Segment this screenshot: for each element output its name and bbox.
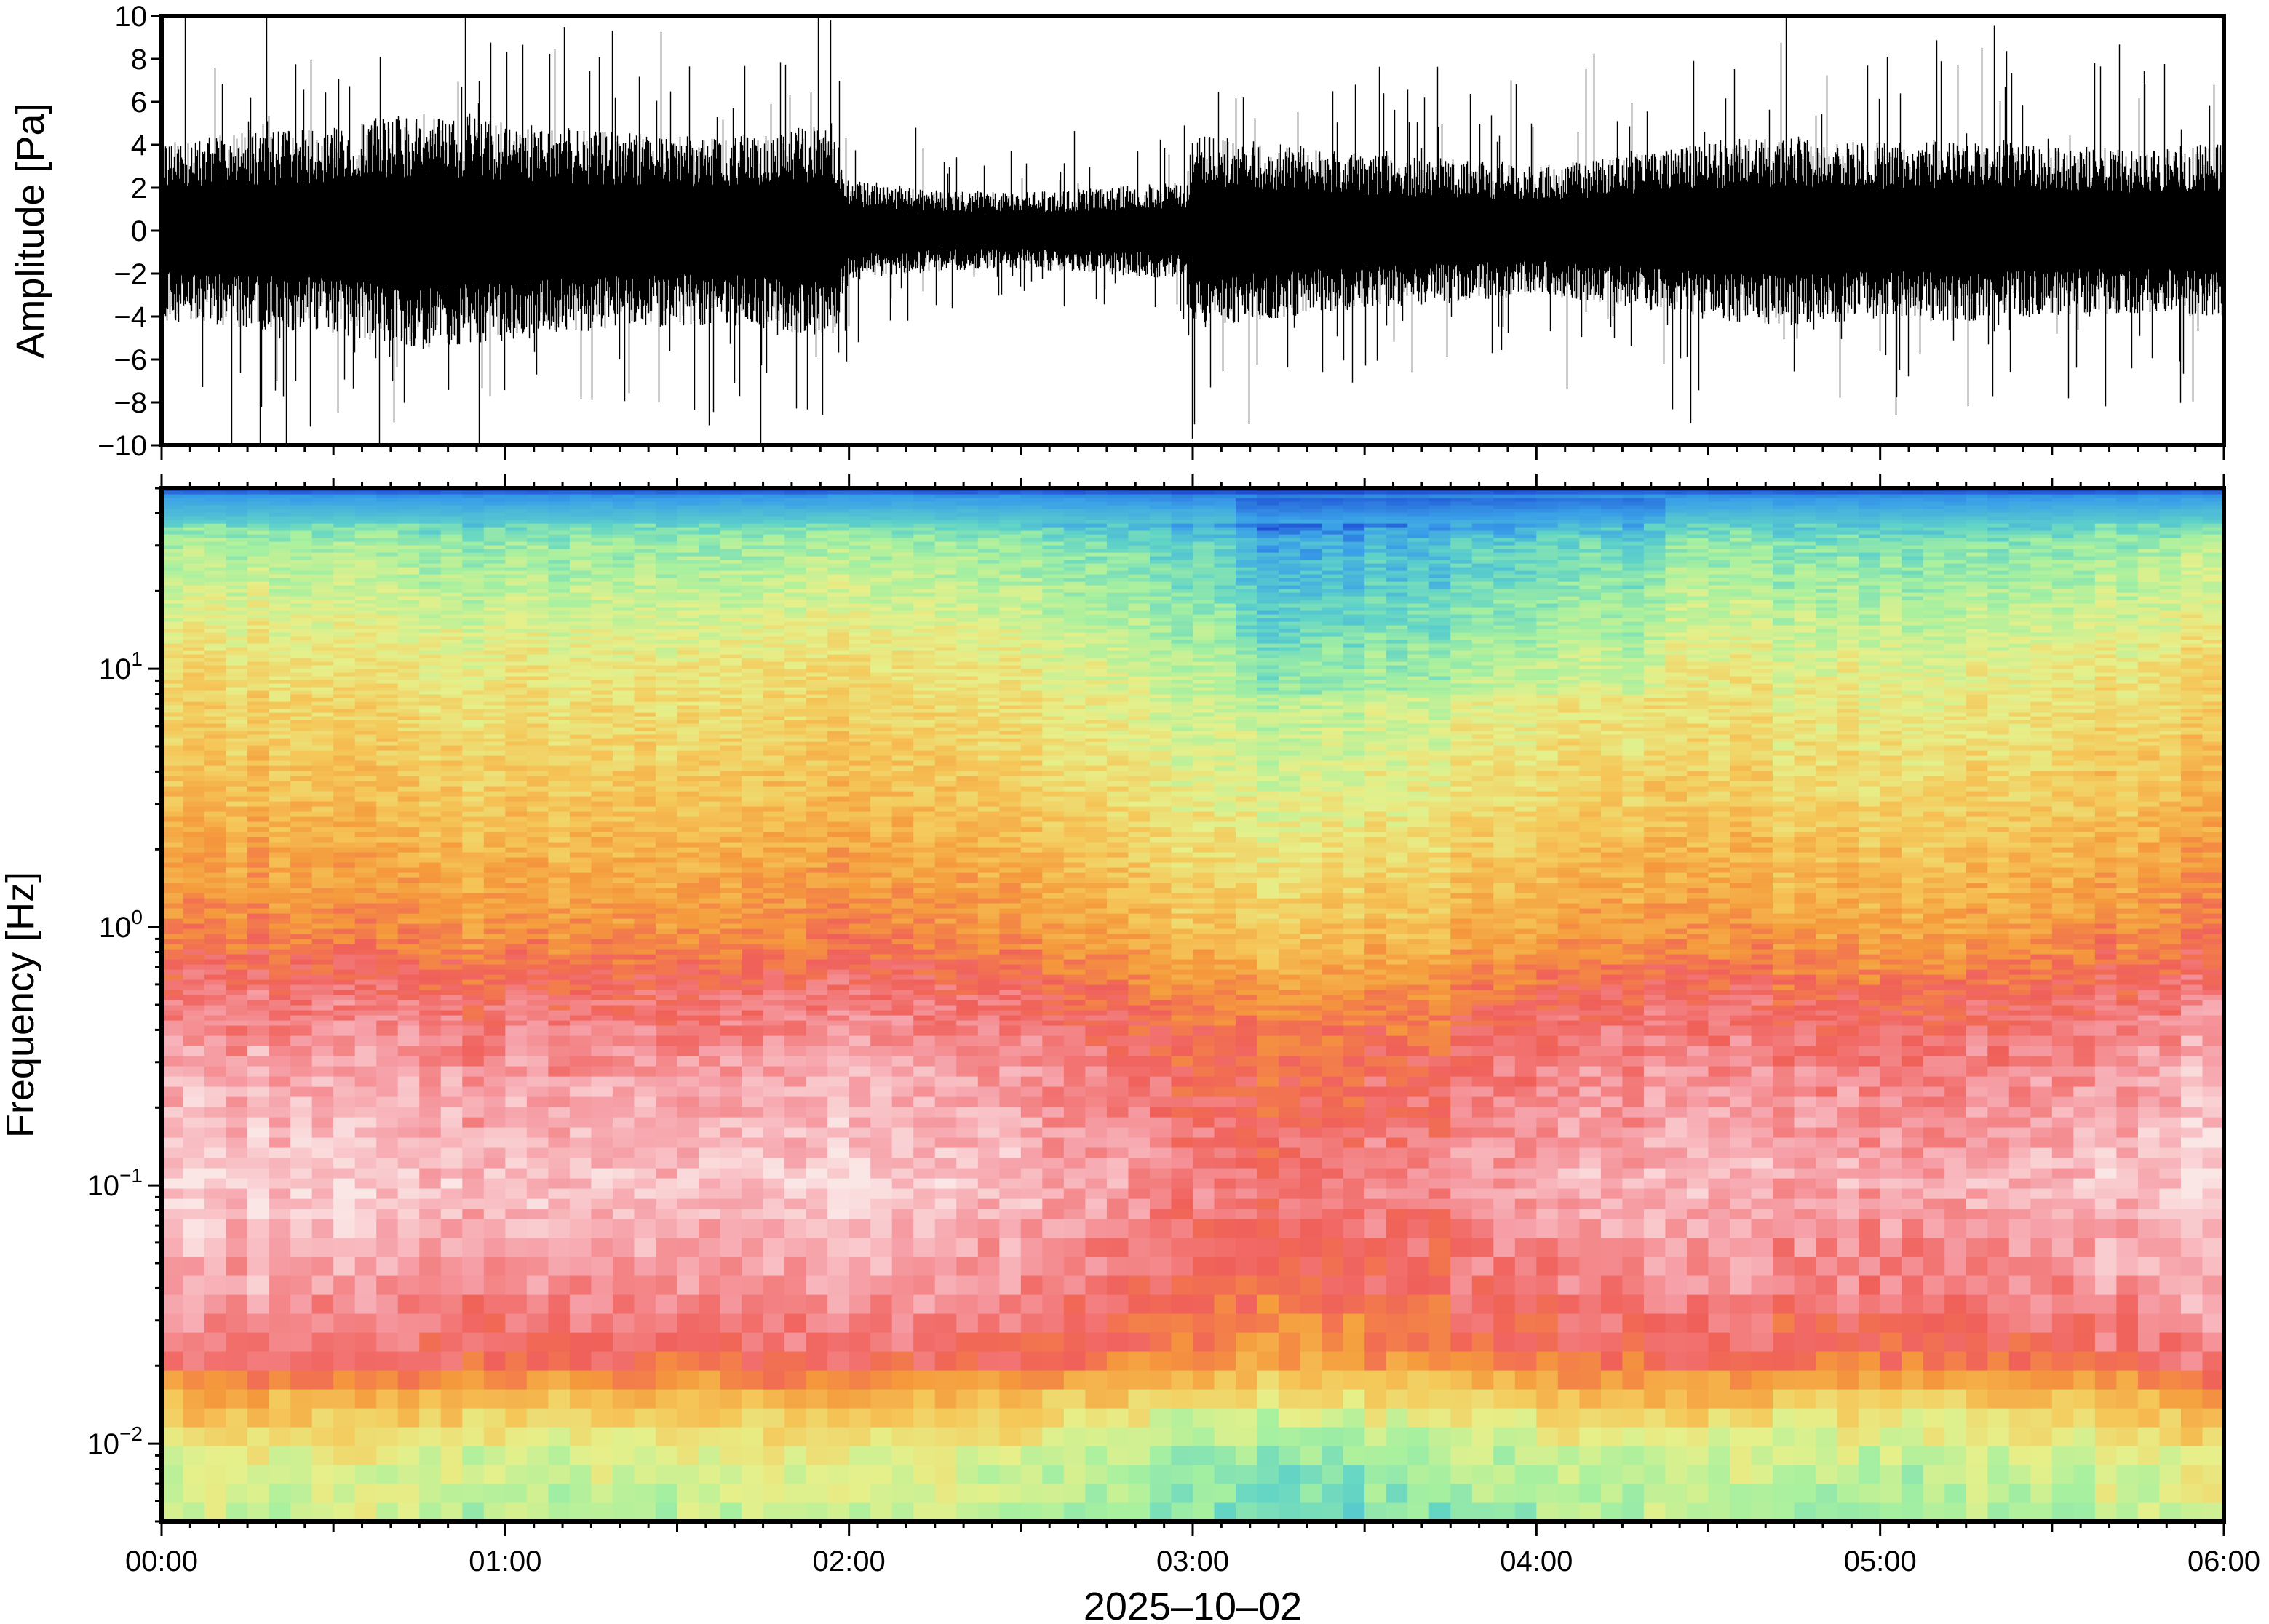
waveform-y-tick-label: −4 bbox=[114, 301, 147, 333]
waveform-y-ticks: −10 −8 −6 −4 −2 0 2 4 6 8 10 bbox=[98, 1, 162, 462]
waveform-y-axis-title: Amplitude [Pa] bbox=[9, 103, 52, 358]
spectrogram-y-tick-label: 10−1 bbox=[87, 1164, 143, 1202]
waveform-frame bbox=[159, 14, 2226, 447]
x-tick-label: 03:00 bbox=[1156, 1545, 1229, 1577]
waveform-y-tick-label: 4 bbox=[131, 130, 147, 162]
waveform-y-tick-label: −10 bbox=[98, 430, 147, 462]
x-tick-label: 02:00 bbox=[813, 1545, 886, 1577]
waveform-y-tick-label: 8 bbox=[131, 44, 147, 76]
x-tick-label: 04:00 bbox=[1500, 1545, 1573, 1577]
x-tick-label: 05:00 bbox=[1844, 1545, 1917, 1577]
x-tick-label: 01:00 bbox=[469, 1545, 541, 1577]
waveform-y-tick-label: 6 bbox=[131, 87, 147, 119]
x-tick-label: 06:00 bbox=[2187, 1545, 2260, 1577]
waveform-trace bbox=[162, 16, 2224, 445]
spectrogram-y-tick-label: 10−2 bbox=[87, 1422, 143, 1460]
spectrogram-y-tick-label: 101 bbox=[99, 648, 143, 685]
waveform-y-tick-label: 10 bbox=[115, 1, 148, 33]
waveform-panel: −10 −8 −6 −4 −2 0 2 4 6 8 10 Amplitude [Pa] bbox=[9, 1, 2226, 462]
x-tick-label: 00:00 bbox=[125, 1545, 198, 1577]
waveform-y-tick-label: −2 bbox=[114, 258, 147, 290]
spectrogram-y-ticks: 10−2 10−1 100 101 bbox=[87, 487, 162, 1523]
waveform-y-tick-label: −6 bbox=[114, 344, 147, 376]
waveform-y-tick-label: 2 bbox=[131, 172, 147, 204]
x-axis-title: 2025–10–02 bbox=[1084, 1585, 1302, 1624]
spectrogram-y-tick-label: 100 bbox=[99, 906, 143, 944]
spectrogram-y-axis-title: Frequency [Hz] bbox=[0, 872, 42, 1138]
spectrogram-cells bbox=[162, 488, 2224, 1521]
waveform-y-tick-label: −8 bbox=[114, 387, 147, 419]
waveform-y-tick-label: 0 bbox=[131, 215, 147, 247]
spectrogram-frame bbox=[159, 486, 2226, 1524]
spectrogram-panel: 10−2 10−1 100 101 00:00 01:00 02:00 03:00 04:00… bbox=[0, 474, 2260, 1624]
